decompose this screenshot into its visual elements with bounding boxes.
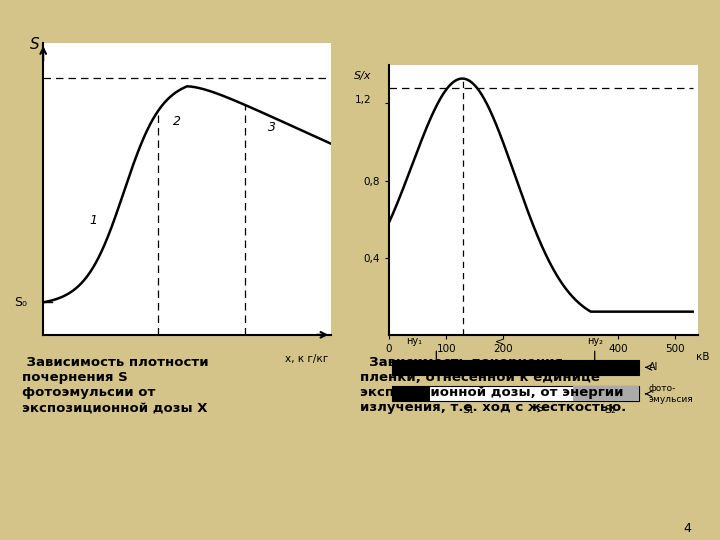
Bar [392, 360, 639, 375]
Text: ну₁: ну₁ [406, 336, 422, 346]
Bar [572, 386, 639, 401]
Text: S₁: S₁ [462, 404, 474, 415]
Text: Зависимость плотности
почернения S
фотоэмульсии от
экспозиционной дозы X: Зависимость плотности почернения S фотоэ… [22, 356, 208, 414]
Text: кВ: кВ [696, 352, 709, 362]
Text: фото-
эмульсия: фото- эмульсия [649, 384, 693, 404]
Text: <: < [495, 336, 504, 346]
Bar [392, 386, 430, 401]
Text: 4: 4 [683, 522, 691, 535]
Bar [392, 386, 639, 401]
Text: Al: Al [649, 362, 658, 373]
Text: S/x: S/x [354, 71, 372, 80]
Text: 3: 3 [268, 120, 276, 134]
Text: 2: 2 [173, 115, 181, 128]
Text: Зависимость почернения
пленки, отнесенной к единице
экспозиционной дозы, от энер: Зависимость почернения пленки, отнесенно… [360, 356, 626, 414]
Text: S₂: S₂ [605, 404, 616, 415]
Text: ну₂: ну₂ [587, 336, 603, 346]
Text: S: S [30, 37, 40, 52]
Text: 1,2: 1,2 [355, 94, 372, 105]
Text: x, к г/кг: x, к г/кг [285, 354, 328, 364]
Text: 1: 1 [89, 214, 97, 227]
Text: >: > [536, 403, 546, 416]
Text: S₀: S₀ [14, 296, 27, 309]
